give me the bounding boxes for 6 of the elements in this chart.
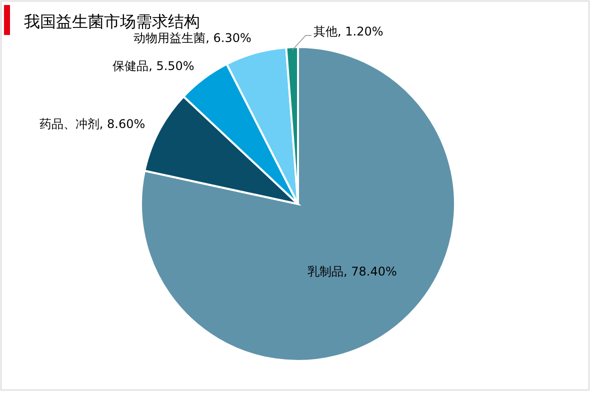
slice-label: 动物用益生菌, 6.30% xyxy=(134,30,252,45)
slice-label: 乳制品, 78.40% xyxy=(308,264,397,278)
slice-label: 保健品, 5.50% xyxy=(112,59,194,74)
chart-title: 我国益生菌市场需求结构 xyxy=(24,12,200,31)
slice-label: 其他, 1.20% xyxy=(313,24,384,39)
slice-label: 药品、冲剂, 8.60% xyxy=(39,116,146,131)
